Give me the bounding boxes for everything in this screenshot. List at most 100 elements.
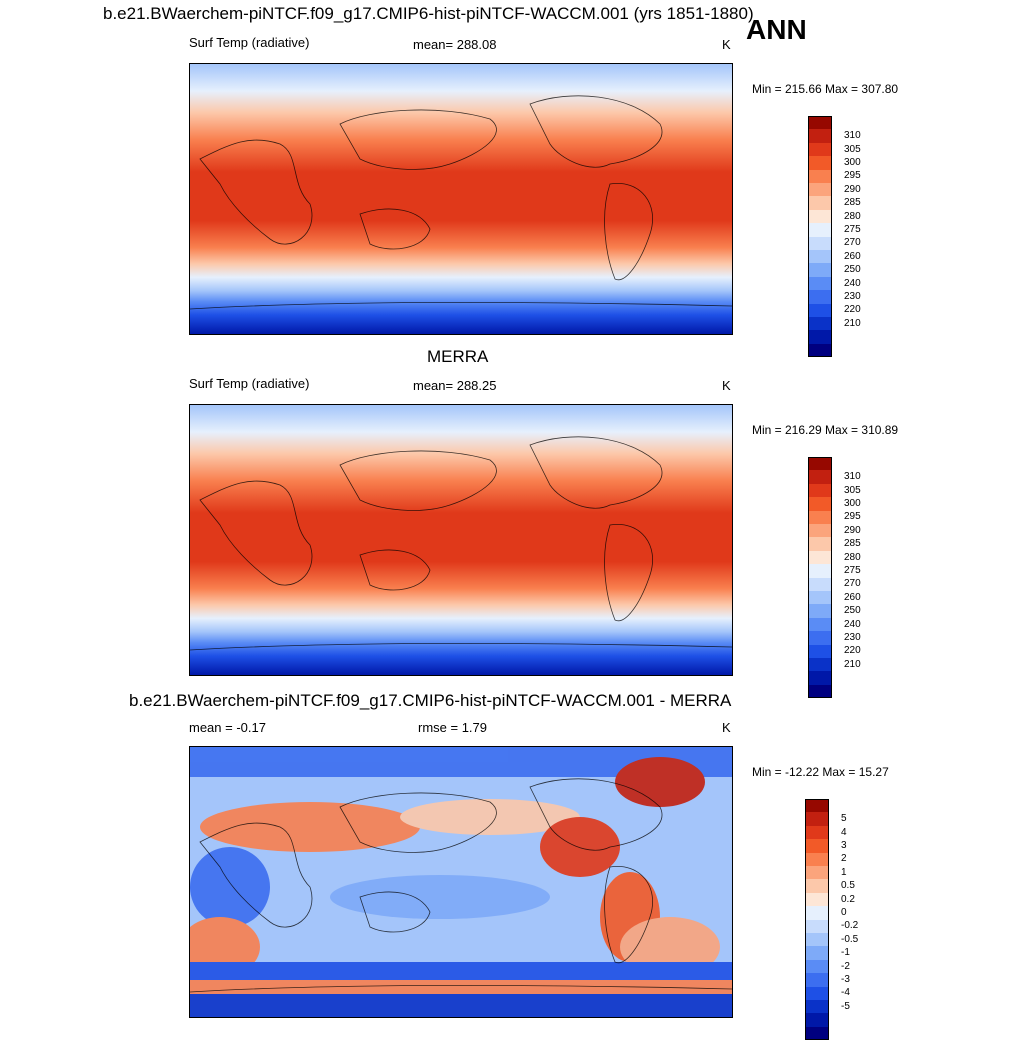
panel2-colorbar-swatch bbox=[808, 564, 832, 578]
panel1-colorbar-tick-label: 220 bbox=[844, 304, 861, 316]
panel2-map-field bbox=[190, 405, 732, 675]
panel3-colorbar-swatch bbox=[805, 986, 829, 1000]
panel1-colorbar-tick-label: 250 bbox=[844, 264, 861, 276]
panel1-colorbar-tick-label: 210 bbox=[844, 317, 861, 329]
panel3-colorbar-tick-label: 0.2 bbox=[841, 893, 855, 905]
panel2-colorbar-tick-label: 295 bbox=[844, 511, 861, 523]
panel1-colorbar-swatch bbox=[808, 343, 832, 358]
panel2-mean-label: mean= 288.25 bbox=[413, 378, 497, 393]
panel2-colorbar-swatch bbox=[808, 604, 832, 618]
panel3-colorbar-swatch bbox=[805, 879, 829, 893]
panel1-colorbar-tick-label: 270 bbox=[844, 237, 861, 249]
panel3-colorbar-swatch bbox=[805, 1013, 829, 1027]
panel1-colorbar-tick-label: 295 bbox=[844, 170, 861, 182]
panel3-colorbar-tick-label: 3 bbox=[841, 839, 847, 851]
panel1-map bbox=[189, 63, 733, 335]
panel2-colorbar-tick-label: 305 bbox=[844, 484, 861, 496]
panel1-colorbar-swatch bbox=[808, 116, 832, 130]
panel2-colorbar-swatch bbox=[808, 483, 832, 498]
panel3-colorbar-swatch bbox=[805, 973, 829, 987]
panel1-colorbar-tick-label: 290 bbox=[844, 183, 861, 195]
panel2-colorbar-swatches: 210 220 230 240 250 260 270 275 280 285 290 295 300 3… bbox=[808, 457, 868, 699]
panel2-map bbox=[189, 404, 733, 676]
panel3-colorbar-tick-label: -2 bbox=[841, 960, 850, 972]
panel2-colorbar-swatch bbox=[808, 671, 832, 685]
panel3-colorbar-tick-label: -1 bbox=[841, 947, 850, 959]
panel1-colorbar-tick-label: 305 bbox=[844, 143, 861, 155]
panel1-colorbar-swatch bbox=[808, 303, 832, 317]
panel3-colorbar-tick-label: 1 bbox=[841, 866, 847, 878]
panel2-colorbar-tick-label: 290 bbox=[844, 524, 861, 536]
panel3-colorbar-frame bbox=[805, 799, 829, 1040]
panel3-colorbar-swatch bbox=[805, 892, 829, 907]
panel1-colorbar: 210 220 230 240 250 260 270 275 280 285 290 295 300 3… bbox=[808, 116, 868, 358]
panel3-colorbar-tick-label: -0.2 bbox=[841, 920, 859, 932]
panel3-colorbar-swatch bbox=[805, 1000, 829, 1014]
panel1-colorbar-swatch bbox=[808, 223, 832, 237]
panel1-colorbar-swatch bbox=[808, 290, 832, 304]
panel2-colorbar: 210 220 230 240 250 260 270 275 280 285 290 295 300 3… bbox=[808, 457, 868, 699]
panel2-colorbar-tick-label: 310 bbox=[844, 471, 861, 483]
panel1-colorbar-tick-label: 300 bbox=[844, 156, 861, 168]
panel1-colorbar-swatch bbox=[808, 263, 832, 277]
panel3-range-label: Min = -12.22 Max = 15.27 bbox=[752, 765, 889, 779]
panel3-colorbar-tick-label: -4 bbox=[841, 987, 850, 999]
panel2-colorbar-swatch bbox=[808, 510, 832, 524]
panel1-colorbar-swatch bbox=[808, 236, 832, 250]
panel1-colorbar-tick-label: 310 bbox=[844, 130, 861, 142]
panel3-colorbar-swatches: -5 -4 -3 -2 -1 -0.5 -0.2 0 0.2 0.5 1 2 3 4 5 bbox=[805, 799, 865, 1040]
panel3-colorbar-tick-label: -3 bbox=[841, 973, 850, 985]
panel1-colorbar-tick-label: 280 bbox=[844, 210, 861, 222]
panel1-range-label: Min = 215.66 Max = 307.80 bbox=[752, 82, 899, 96]
panel1-colorbar-frame bbox=[808, 116, 832, 358]
panel2-colorbar-swatch bbox=[808, 577, 832, 591]
panel3-colorbar-tick-label: 0 bbox=[841, 906, 847, 918]
panel3-colorbar-swatch bbox=[805, 906, 829, 920]
panel3-colorbar-tick-label: 4 bbox=[841, 826, 847, 838]
panel2-colorbar-swatch bbox=[808, 631, 832, 645]
panel1-colorbar-swatch bbox=[808, 183, 832, 197]
panel1-colorbar-swatch bbox=[808, 209, 832, 224]
panel2-colorbar-tick-label: 220 bbox=[844, 645, 861, 657]
panel2-colorbar-frame bbox=[808, 457, 832, 699]
panel2-colorbar-swatch bbox=[808, 591, 832, 605]
panel1-colorbar-tick-label: 285 bbox=[844, 197, 861, 209]
panel2-colorbar-tick-label: 280 bbox=[844, 551, 861, 563]
panel2-colorbar-tick-label: 240 bbox=[844, 618, 861, 630]
panel3-colorbar-swatch bbox=[805, 959, 829, 974]
panel2-range-label: Min = 216.29 Max = 310.89 bbox=[752, 423, 899, 437]
panel1-colorbar-swatch bbox=[808, 330, 832, 344]
panel2-colorbar-swatch bbox=[808, 497, 832, 511]
panel1-colorbar-tick-label: 260 bbox=[844, 250, 861, 262]
panel3-colorbar-swatch bbox=[805, 852, 829, 866]
panel1-colorbar-tick-label: 230 bbox=[844, 290, 861, 302]
panel1-colorbar-swatches: 210 220 230 240 250 260 270 275 280 285 290 295 300 3… bbox=[808, 116, 868, 358]
main-title: b.e21.BWaerchem-piNTCF.f09_g17.CMIP6-his… bbox=[103, 4, 754, 23]
panel2-colorbar-swatch bbox=[808, 524, 832, 538]
panel3-colorbar-swatch bbox=[805, 825, 829, 840]
panel1-mean-label: mean= 288.08 bbox=[413, 37, 497, 52]
panel2-colorbar-tick-label: 270 bbox=[844, 578, 861, 590]
panel1-colorbar-swatch bbox=[808, 317, 832, 331]
panel2-colorbar-tick-label: 275 bbox=[844, 564, 861, 576]
panel1-variable-label: Surf Temp (radiative) bbox=[189, 35, 310, 50]
panel2-colorbar-tick-label: 285 bbox=[844, 538, 861, 550]
panel2-colorbar-swatch bbox=[808, 658, 832, 672]
panel3-map bbox=[189, 746, 733, 1018]
panel1-colorbar-swatch bbox=[808, 196, 832, 210]
panel3-colorbar-tick-label: -0.5 bbox=[841, 933, 859, 945]
panel1-colorbar-tick-label: 240 bbox=[844, 277, 861, 289]
panel3-colorbar-swatch bbox=[805, 799, 829, 813]
panel3-colorbar-swatch bbox=[805, 812, 829, 826]
panel2-title: MERRA bbox=[427, 347, 489, 366]
panel3-rmse-label: rmse = 1.79 bbox=[418, 720, 488, 735]
panel2-colorbar-swatch bbox=[808, 684, 832, 699]
panel2-colorbar-swatch bbox=[808, 550, 832, 565]
panel3-colorbar-tick-label: 2 bbox=[841, 853, 847, 865]
panel3-colorbar-swatch bbox=[805, 866, 829, 880]
panel3-title: b.e21.BWaerchem-piNTCF.f09_g17.CMIP6-his… bbox=[129, 691, 732, 710]
panel2-colorbar-swatch bbox=[808, 644, 832, 658]
panel3-colorbar-swatch bbox=[805, 933, 829, 947]
panel2-colorbar-swatch bbox=[808, 457, 832, 471]
panel3-mean-label: mean = -0.17 bbox=[189, 720, 266, 735]
